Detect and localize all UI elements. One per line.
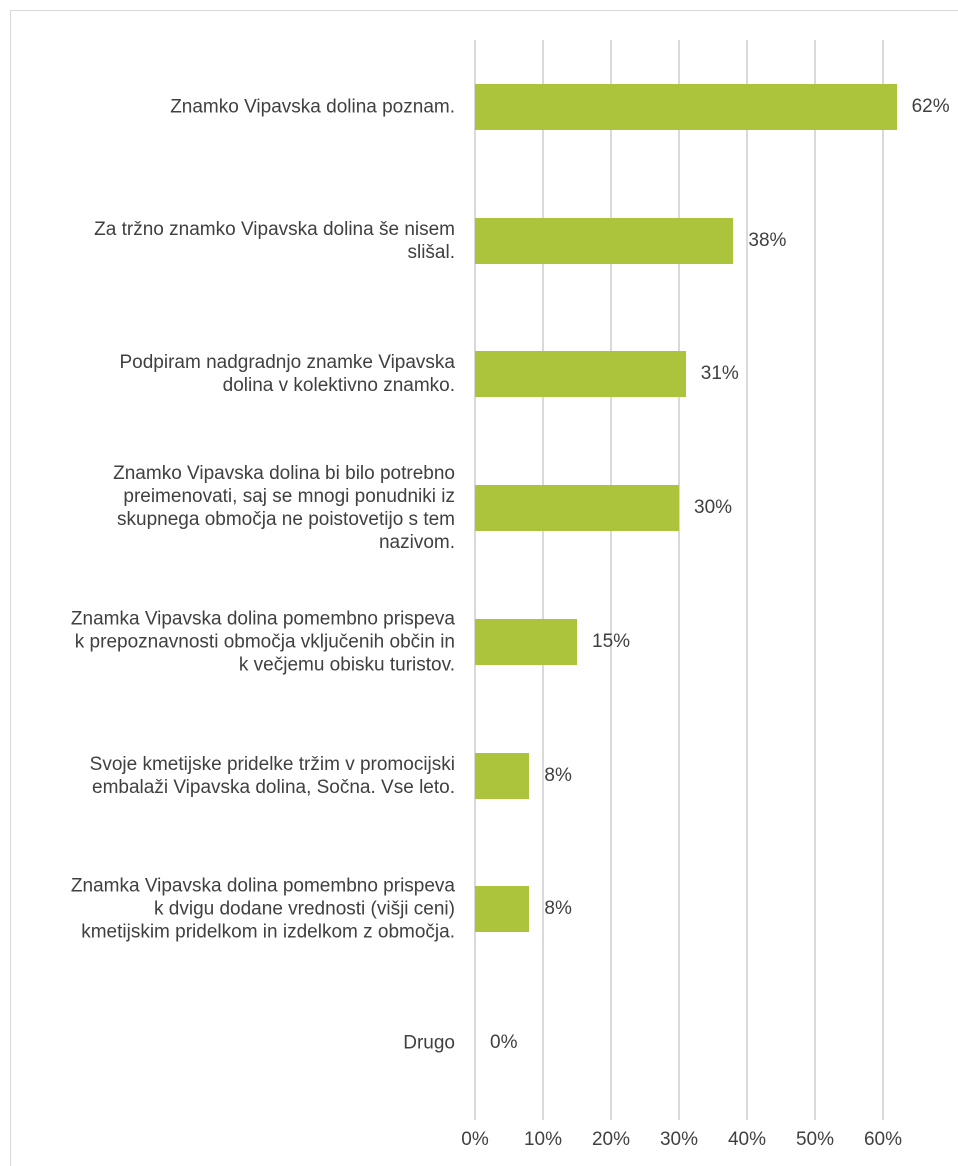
value-label: 8%: [544, 764, 572, 786]
frame-left: [10, 10, 11, 1166]
category-label: Znamko Vipavska dolina poznam.: [170, 96, 455, 118]
value-label: 62%: [911, 95, 950, 117]
bar: [475, 83, 897, 130]
grid-line: [814, 40, 816, 1120]
value-label: 0%: [490, 1032, 518, 1054]
category-label: Svoje kmetijske pridelke tržim v promoci…: [89, 753, 455, 798]
bar: [475, 752, 530, 799]
value-label: 38%: [748, 229, 787, 251]
value-label: 15%: [592, 630, 631, 652]
category-label: Podpiram nadgradnjo znamke Vipavska doli…: [119, 352, 455, 397]
grid-line: [882, 40, 884, 1120]
value-label: 8%: [544, 898, 572, 920]
grid-line: [542, 40, 544, 1120]
grid-line: [610, 40, 612, 1120]
value-label: 30%: [694, 497, 733, 519]
frame-top: [10, 10, 958, 11]
x-tick-label: 40%: [727, 1129, 767, 1150]
x-tick-label: 20%: [591, 1129, 631, 1150]
x-tick-label: 50%: [795, 1129, 835, 1150]
category-label: Za tržno znamko Vipavska dolina še nisem…: [94, 218, 455, 263]
grid-line: [746, 40, 748, 1120]
bar: [475, 886, 530, 933]
category-label: Drugo: [403, 1032, 455, 1054]
category-label: Znamko Vipavska dolina bi bilo potrebno …: [113, 463, 455, 554]
value-label: 31%: [700, 363, 739, 385]
bar: [475, 351, 686, 398]
x-tick-label: 60%: [863, 1129, 903, 1150]
bar: [475, 485, 679, 532]
grid-line: [678, 40, 680, 1120]
category-label: Znamka Vipavska dolina pomembno prispeva…: [70, 875, 455, 943]
grid-line: [474, 40, 476, 1120]
bar: [475, 217, 734, 264]
x-tick-label: 10%: [523, 1129, 563, 1150]
x-tick-label: 30%: [659, 1129, 699, 1150]
category-label: Znamka Vipavska dolina pomembno prispeva…: [70, 608, 455, 676]
x-tick-label: 0%: [461, 1129, 489, 1150]
bar: [475, 618, 577, 665]
